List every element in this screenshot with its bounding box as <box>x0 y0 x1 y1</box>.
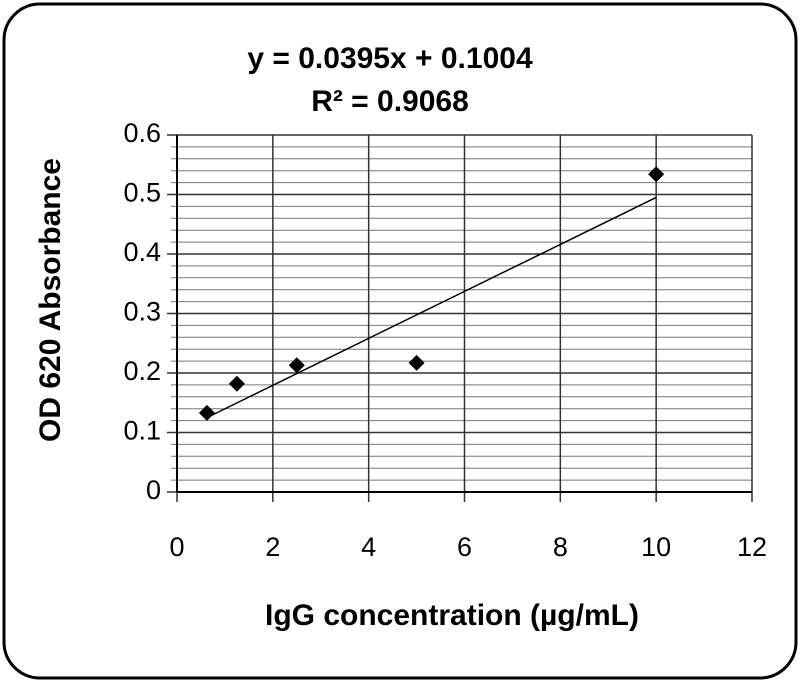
x-tick-label: 0 <box>169 532 184 562</box>
x-tick-label: 2 <box>265 532 280 562</box>
y-tick-label: 0 <box>146 475 161 505</box>
trendline <box>206 196 657 419</box>
point <box>228 375 245 392</box>
y-tick-label: 0.5 <box>123 178 161 208</box>
x-tick-label: 12 <box>737 532 767 562</box>
point <box>648 166 665 183</box>
x-tick-label: 6 <box>457 532 472 562</box>
equation: y = 0.0395x + 0.1004 <box>247 42 533 75</box>
x-tick-label: 10 <box>641 532 671 562</box>
y-axis-label: OD 620 Absorbance <box>34 158 67 442</box>
point <box>198 404 215 421</box>
y-tick-label: 0.2 <box>123 356 161 386</box>
x-tick-label: 4 <box>361 532 376 562</box>
point <box>408 354 425 371</box>
y-tick-label: 0.1 <box>123 416 161 446</box>
point <box>288 357 305 374</box>
y-tick-label: 0.4 <box>123 237 161 267</box>
y-tick-label: 0.3 <box>123 297 161 327</box>
r-squared: R² = 0.9068 <box>311 85 469 118</box>
x-axis-label: IgG concentration (µg/mL) <box>265 599 639 632</box>
x-tick-label: 8 <box>553 532 568 562</box>
y-tick-label: 0.6 <box>123 118 161 148</box>
